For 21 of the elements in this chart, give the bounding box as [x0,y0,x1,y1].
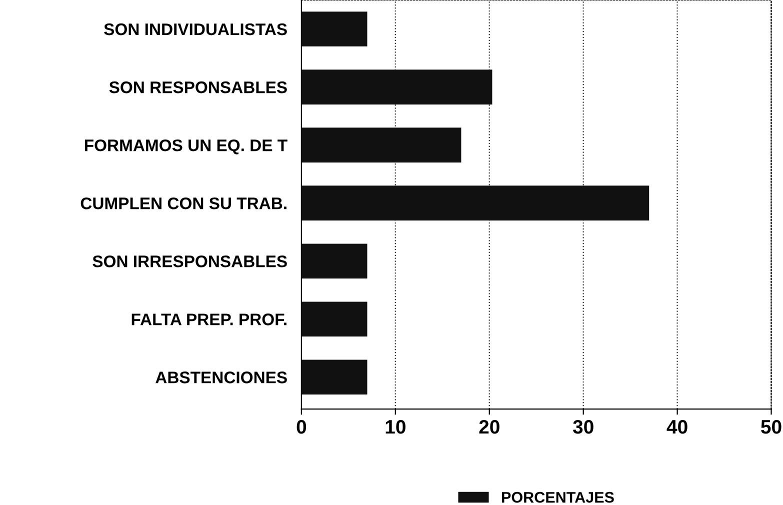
y-tick-label: CUMPLEN CON SU TRAB. [80,197,286,210]
x-tick-label: 30 [572,420,594,434]
legend-label: PORCENTAJES [502,492,614,503]
bar [301,302,368,337]
bar [301,244,368,278]
x-tick-label: 40 [666,420,688,434]
bar [301,186,650,220]
x-tick-label: 20 [479,420,500,434]
x-tick-label: 0 [296,420,306,434]
y-tick-label: FALTA PREP. PROF. [132,314,286,326]
y-tick-label: SON IRRESPONSABLES [92,255,287,268]
x-tick-label: 50 [761,420,782,434]
bar [301,360,368,395]
y-tick-label: SON RESPONSABLES [109,81,287,94]
y-tick-label: FORMAMOS UN EQ. DE T [84,139,288,154]
bar [301,128,462,162]
y-tick-label: ABSTENCIONES [156,372,287,384]
x-tick-label: 10 [386,420,406,434]
y-tick-label: SON INDIVIDUALISTAS [104,23,287,36]
bar [301,12,368,46]
bar [301,70,492,104]
